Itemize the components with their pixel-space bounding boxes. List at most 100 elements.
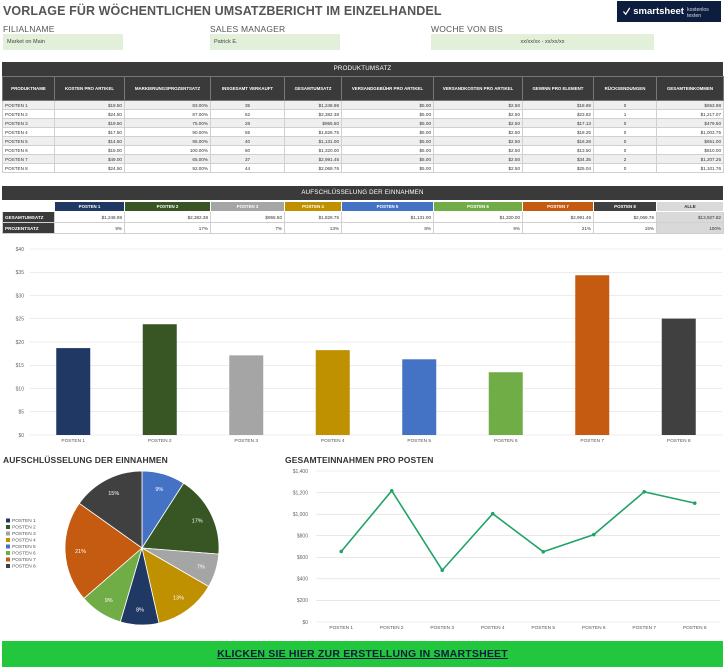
- table-cell: $2.50: [433, 109, 523, 119]
- table-cell: $1,828.75: [284, 127, 342, 137]
- table-cell: 1: [593, 109, 657, 119]
- column-header: POSTEN 7: [522, 201, 594, 212]
- y-tick-label: $35: [16, 270, 25, 276]
- y-tick-label: $30: [16, 293, 25, 299]
- x-tick-label: POSTEN 3: [234, 438, 258, 444]
- table-cell: $2,382.38: [284, 109, 342, 119]
- profit-per-item-bar-chart: $0 $5 $10 $15 $20 $25 $30 $35 $40 POSTEN 1 POSTEN …: [16, 247, 722, 444]
- smartsheet-logo[interactable]: smartsheet kostenlos testen: [617, 1, 721, 22]
- table-cell: $1,320.00: [284, 145, 342, 155]
- branch-field[interactable]: Market on Main: [3, 34, 123, 50]
- pie-data-label: 13%: [173, 596, 184, 602]
- line-point: [490, 511, 495, 516]
- pie-slice: [141, 547, 210, 624]
- table-cell: $18.25: [522, 127, 594, 137]
- bar: [315, 350, 350, 435]
- line-point: [642, 490, 647, 494]
- table-row: POSTEN 4 $17.50 90.00% 55 $1,828.75 $5.00 $2.5…: [2, 127, 724, 137]
- x-tick-label: POSTEN 6: [582, 625, 606, 631]
- week-label: WOCHE VON BIS: [431, 24, 504, 34]
- y-tick-label: $200: [297, 598, 308, 604]
- row-label: PROZENTSATZ: [2, 222, 55, 234]
- table-cell: $955.50: [210, 211, 285, 223]
- table-cell: 65.00%: [124, 154, 211, 164]
- table-cell: $2.50: [433, 154, 523, 164]
- pie-slice: [78, 470, 143, 549]
- legend-swatch: [6, 544, 10, 549]
- x-tick-label: POSTEN 1: [61, 438, 85, 444]
- table-cell: $2.50: [433, 100, 523, 110]
- table-cell: $1,131.00: [341, 211, 434, 223]
- table-cell: $49.00: [54, 154, 125, 164]
- table-cell: 2: [593, 154, 657, 164]
- table-row: POSTEN 2 $24.50 87.00% 52 $2,382.38 $5.00 $2.5…: [2, 109, 724, 119]
- table-cell: $2.50: [433, 163, 523, 173]
- table-cell: 100%: [656, 222, 724, 234]
- table-cell: POSTEN 3: [2, 118, 55, 128]
- table-cell: $1,217.07: [656, 109, 724, 119]
- line-point: [389, 488, 394, 493]
- legend-swatch: [6, 518, 10, 523]
- table-row: POSTEN 6 $15.00 100.00% 60 $1,320.00 $5.00 $2.…: [2, 145, 724, 155]
- table-cell: 13%: [284, 222, 342, 234]
- table-cell: $2,069.76: [284, 163, 342, 173]
- table-cell: $810.00: [656, 145, 724, 155]
- table-cell: POSTEN 4: [2, 127, 55, 137]
- legend-swatch: [6, 551, 10, 555]
- y-tick-label: $10: [16, 386, 25, 392]
- table-cell: 17%: [124, 222, 211, 234]
- table-cell: 100.00%: [124, 145, 211, 155]
- column-header: POSTEN 2: [124, 201, 211, 212]
- table-cell: $13.50: [522, 145, 594, 155]
- table-cell: 9%: [54, 222, 125, 234]
- x-tick-label: POSTEN 7: [632, 625, 656, 631]
- table-cell: 75.00%: [124, 118, 211, 128]
- table-cell: $1,248.98: [284, 100, 342, 110]
- table-cell: $19.50: [54, 118, 125, 128]
- table-cell: 55: [210, 127, 285, 137]
- legend-label: POSTEN 4: [12, 538, 36, 544]
- manager-field[interactable]: Patrick E.: [210, 34, 340, 50]
- x-tick-label: POSTEN 3: [430, 625, 454, 631]
- table-cell: 95.00%: [124, 136, 211, 146]
- y-tick-label: $0: [18, 433, 24, 439]
- table-cell: 0: [593, 145, 657, 155]
- pie-data-label: 17%: [192, 519, 203, 525]
- cta-label[interactable]: KLICKEN SIE HIER ZUR ERSTELLUNG IN SMART…: [217, 648, 508, 660]
- x-tick-label: POSTEN 4: [321, 438, 345, 444]
- table-cell: $23.82: [522, 109, 594, 119]
- column-header: RÜCKSENDUNGEN: [593, 76, 657, 101]
- table-cell: 60: [210, 145, 285, 155]
- income-breakdown-heading: AUFSCHLÜSSELUNG DER EINNAHMEN: [2, 186, 723, 200]
- y-tick-label: $1,200: [293, 490, 309, 496]
- income-breakdown-table: POSTEN 1 POSTEN 2 POSTEN 3 POSTEN 4 POSTEN 5…: [2, 201, 724, 234]
- table-cell: $5.00: [341, 109, 434, 119]
- manager-label: SALES MANAGER: [210, 24, 286, 34]
- x-tick-label: POSTEN 5: [531, 625, 555, 631]
- table-cell: 92.00%: [124, 163, 211, 173]
- line-series: [340, 489, 695, 572]
- product-sales-heading: PRODUKTUMSATZ: [2, 62, 723, 76]
- table-cell: 9%: [433, 222, 523, 234]
- legend-label: POSTEN 7: [12, 557, 36, 563]
- table-cell: $15.00: [54, 145, 125, 155]
- x-tick-label: POSTEN 7: [580, 438, 604, 444]
- bar: [142, 324, 177, 435]
- table-cell: $2,069.76: [593, 211, 657, 223]
- create-in-smartsheet-button[interactable]: KLICKEN SIE HIER ZUR ERSTELLUNG IN SMART…: [2, 641, 723, 667]
- table-cell: $19.50: [54, 100, 125, 110]
- column-header: ALLE: [656, 201, 724, 212]
- x-tick-label: POSTEN 2: [148, 438, 172, 444]
- table-cell: $5.00: [341, 100, 434, 110]
- y-tick-label: $1,400: [293, 469, 309, 475]
- x-tick-label: POSTEN 8: [683, 625, 707, 631]
- pie-data-label: 7%: [197, 564, 205, 570]
- week-field[interactable]: xx/xx/xx - xx/xx/xx: [431, 34, 654, 50]
- x-tick-label: POSTEN 1: [329, 625, 353, 631]
- table-row: POSTEN 7 $49.00 65.00% 37 $2,991.45 $5.00 $2.5…: [2, 154, 724, 164]
- logo-name: smartsheet: [633, 6, 684, 17]
- table-cell: $1,003.75: [656, 127, 724, 137]
- column-header: POSTEN 5: [341, 201, 434, 212]
- table-cell: 0: [593, 100, 657, 110]
- table-cell: 15%: [593, 222, 657, 234]
